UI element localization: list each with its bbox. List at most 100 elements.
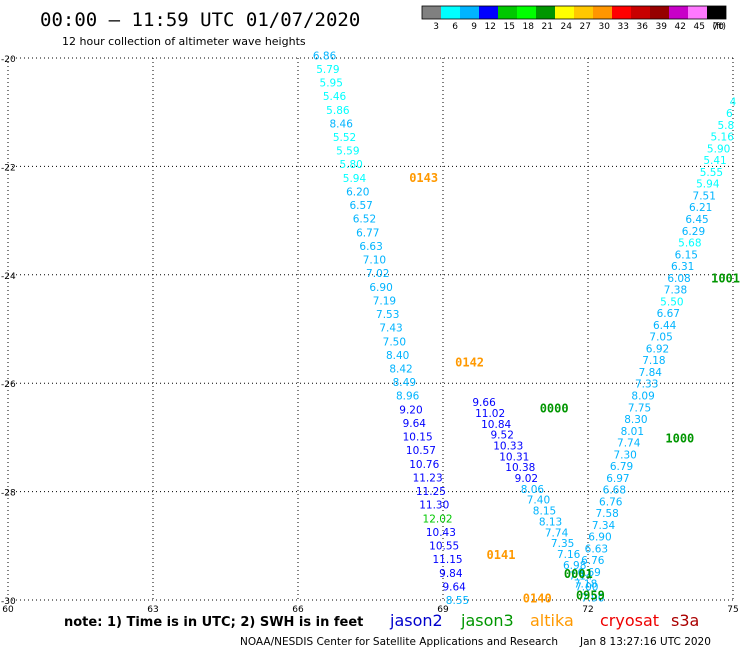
wave-height-value: 7.84 <box>639 367 663 379</box>
wave-height-value: 10.84 <box>481 419 511 431</box>
wave-height-value: 5.41 <box>703 155 726 167</box>
wave-height-value: 10.38 <box>505 462 535 474</box>
wave-height-value: 5.95 <box>320 78 343 90</box>
scale-tick-label: 45 <box>694 22 705 32</box>
wave-height-value: 7.05 <box>649 332 672 344</box>
pass-time-label: 0140 <box>523 591 552 605</box>
lon-tick-label: 66 <box>292 605 304 615</box>
wave-height-value: 7.19 <box>373 295 396 307</box>
satellite-legend-s3a: s3a <box>671 611 699 630</box>
wave-height-value: 7.38 <box>664 285 687 297</box>
wave-height-value: 6.76 <box>581 555 605 567</box>
wave-height-value: 7.35 <box>551 538 574 550</box>
wave-height-value: 5.52 <box>333 132 356 144</box>
scale-tick-label: 27 <box>580 22 591 32</box>
wave-height-value: 7.40 <box>527 495 550 507</box>
wave-height-value: 8.46 <box>330 118 354 130</box>
lon-tick-label: 60 <box>2 605 14 615</box>
wave-height-value: 8.09 <box>631 390 654 402</box>
scale-swatch <box>517 6 536 19</box>
pass-time-label: 0001 <box>564 567 593 581</box>
scale-tick-label: 30 <box>599 22 611 32</box>
wave-height-value: 8.40 <box>386 350 409 362</box>
lon-tick-label: 75 <box>727 605 738 615</box>
lat-tick-label: -20 <box>1 55 16 65</box>
wave-height-value: 7.18 <box>574 579 597 591</box>
wave-height-value: 10.57 <box>406 445 436 457</box>
wave-height-value: 5.59 <box>336 146 359 158</box>
wave-height-value: 9.84 <box>439 568 463 580</box>
pass-time-label: 0141 <box>487 548 516 562</box>
wave-height-value: 7.02 <box>366 268 389 280</box>
wave-height-value: 6.15 <box>675 249 698 261</box>
altimeter-track: 7.186.696.766.636.907.347.586.766.686.97… <box>574 96 737 590</box>
wave-height-value: 7.10 <box>363 255 386 267</box>
scale-swatch <box>574 6 593 19</box>
wave-height-value: 9.64 <box>442 581 466 593</box>
wave-height-value: 7.90 <box>581 592 604 604</box>
wave-height-value: 5.80 <box>339 159 362 171</box>
wave-height-value: 7.34 <box>592 520 616 532</box>
scale-tick-label: 6 <box>452 22 458 32</box>
wave-height-value: 9.66 <box>472 397 496 409</box>
wave-height-value: 8.06 <box>521 484 545 496</box>
wave-height-value: 7.30 <box>613 449 636 461</box>
satellite-legend-jason2: jason2 <box>389 611 443 630</box>
wave-height-value: 6.69 <box>577 567 600 579</box>
wave-height-value: 8.55 <box>446 595 469 607</box>
wave-height-value: 6.92 <box>646 343 669 355</box>
map-subtitle: 12 hour collection of altimeter wave hei… <box>62 35 306 48</box>
scale-swatch <box>593 6 612 19</box>
wave-height-value: 6.20 <box>346 186 369 198</box>
wave-height-value: 7.53 <box>376 309 399 321</box>
wave-height-color-scale: 3 6 9 12 15 18 21 24 27 30 33 36 39 42 45 70(ft) <box>421 5 727 32</box>
wave-height-value: 6.98 <box>563 560 586 572</box>
wave-height-value: 5.79 <box>316 64 339 76</box>
wave-height-value: 6.97 <box>606 473 629 485</box>
wave-height-value: 7.51 <box>693 190 716 202</box>
wave-height-value: 9.52 <box>491 430 514 442</box>
wave-height-value: 7.43 <box>379 323 402 335</box>
wave-height-value: 6.31 <box>671 261 694 273</box>
wave-height-value: 10.55 <box>429 541 459 553</box>
scale-swatch <box>460 6 479 19</box>
pass-time-label: 0959 <box>576 589 605 603</box>
wave-height-value: 5.16 <box>711 132 735 144</box>
lat-tick-label: -24 <box>1 272 16 282</box>
wave-height-value: 7.18 <box>642 355 665 367</box>
footer-credit: NOAA/NESDIS Center for Satellite Applica… <box>240 636 558 648</box>
lat-tick-label: -26 <box>1 380 16 390</box>
lat-tick-label: -22 <box>1 163 16 173</box>
wave-height-value: 5.50 <box>660 296 683 308</box>
altimeter-tracks: 6.865.795.955.465.868.465.525.595.805.94… <box>313 50 737 607</box>
scale-swatch <box>479 6 498 19</box>
wave-height-value: 7.50 <box>383 336 406 348</box>
wave-height-value: 6.76 <box>599 496 623 508</box>
scale-swatch <box>441 6 460 19</box>
wave-height-value: 8.42 <box>389 363 412 375</box>
altimeter-track: 9.6611.0210.849.5210.3310.3110.389.028.0… <box>472 397 604 604</box>
scale-swatch <box>612 6 631 19</box>
wave-height-value: 6.29 <box>682 226 705 238</box>
graticule <box>7 57 734 601</box>
wave-height-value: 6.86 <box>313 50 337 62</box>
wave-height-value: 6.68 <box>603 485 626 497</box>
wave-height-value: 6.44 <box>653 320 677 332</box>
wave-height-value: 7.58 <box>595 508 618 520</box>
wave-height-value: 12.02 <box>423 513 453 525</box>
scale-tick-label: 36 <box>637 22 649 32</box>
footer-timestamp: Jan 8 13:27:16 UTC 2020 <box>579 636 711 648</box>
wave-height-value: 6.45 <box>685 214 708 226</box>
pass-time-label: 0142 <box>455 356 484 370</box>
wave-height-value: 5.68 <box>678 238 701 250</box>
scale-swatch <box>536 6 555 19</box>
wave-height-value: 6.90 <box>588 532 611 544</box>
wave-height-value: 6.90 <box>369 282 392 294</box>
wave-height-value: 5.86 <box>326 105 350 117</box>
wave-height-value: 10.31 <box>499 451 529 463</box>
wave-height-value: 11.23 <box>413 472 443 484</box>
satellite-legend-jason3: jason3 <box>460 611 514 630</box>
wave-height-value: 6.79 <box>610 461 633 473</box>
wave-height-value: 5.8 <box>717 120 734 132</box>
